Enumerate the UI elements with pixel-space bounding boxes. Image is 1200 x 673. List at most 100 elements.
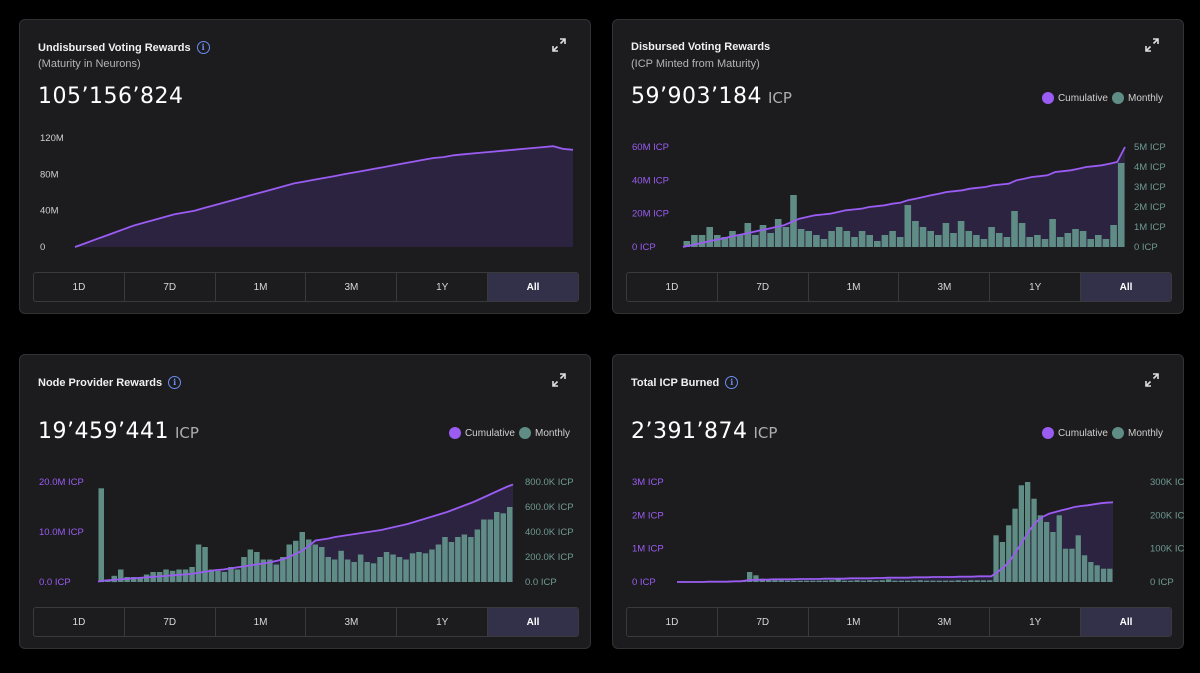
card-value: 2’391’874 ICP: [631, 419, 777, 444]
bar-monthly: [919, 227, 927, 247]
bar-monthly: [791, 580, 797, 582]
bar-monthly: [892, 580, 898, 582]
y-left-tick-label: 2M ICP: [632, 510, 664, 521]
bar-monthly: [886, 579, 892, 582]
range-all[interactable]: All: [488, 608, 578, 636]
y-right-tick-label: 5M ICP: [1134, 142, 1166, 153]
bar-monthly: [130, 577, 137, 582]
bar-monthly: [319, 547, 325, 582]
bar-monthly: [137, 577, 143, 582]
expand-icon[interactable]: [1145, 373, 1159, 387]
legend-monthly[interactable]: Monthly: [1127, 427, 1163, 439]
bar-monthly: [338, 550, 344, 583]
y-left-tick-label: 3M ICP: [632, 477, 664, 488]
bar-monthly: [736, 235, 744, 247]
range-1m[interactable]: 1M: [809, 608, 900, 636]
card-title: Undisbursed Voting Rewards i: [38, 41, 210, 54]
bar-monthly: [241, 557, 247, 582]
chart: 0 ICP 20M ICP 40M ICP 60M ICP 0 ICP 1M ICP 2M …: [632, 142, 1166, 253]
bar-monthly: [782, 227, 790, 247]
y-right-tick-label: 3M ICP: [1134, 182, 1166, 193]
legend-cumulative[interactable]: Cumulative: [1057, 427, 1108, 439]
info-icon[interactable]: i: [168, 376, 182, 389]
range-3m[interactable]: 3M: [306, 273, 398, 301]
series-line-maturity: [74, 145, 574, 248]
bar-monthly: [1034, 235, 1041, 247]
bar-monthly: [905, 580, 911, 582]
y-left-tick-label: 0.0 ICP: [39, 577, 71, 588]
bar-monthly: [797, 580, 803, 582]
range-all[interactable]: All: [1081, 273, 1171, 301]
bar-monthly: [848, 580, 854, 582]
bar-monthly: [822, 580, 829, 582]
expand-icon[interactable]: [552, 373, 566, 387]
bar-monthly: [364, 562, 370, 582]
bar-monthly: [774, 219, 782, 247]
range-3m[interactable]: 3M: [899, 273, 991, 301]
bar-monthly: [955, 580, 961, 582]
expand-icon[interactable]: [552, 38, 566, 52]
range-1y[interactable]: 1Y: [990, 273, 1082, 301]
y-right-tick-label: 2M ICP: [1134, 202, 1166, 213]
bar-monthly: [487, 519, 494, 582]
bar-monthly: [767, 233, 774, 247]
y-tick-label: 0: [40, 242, 45, 253]
range-1m[interactable]: 1M: [216, 273, 307, 301]
legend-cumulative[interactable]: Cumulative: [464, 427, 515, 439]
bar-monthly: [816, 580, 822, 582]
bar-monthly: [429, 549, 435, 582]
info-icon[interactable]: i: [725, 376, 739, 389]
chart-legend: Cumulative Monthly: [1041, 427, 1163, 439]
legend-monthly[interactable]: Monthly: [534, 427, 570, 439]
range-1d[interactable]: 1D: [34, 608, 125, 636]
range-1m[interactable]: 1M: [809, 273, 900, 301]
chart-legend: Cumulative Monthly: [448, 427, 570, 439]
range-all[interactable]: All: [488, 273, 578, 301]
range-7d[interactable]: 7D: [125, 608, 216, 636]
bar-monthly: [176, 569, 182, 582]
title-text: Node Provider Rewards: [38, 376, 163, 389]
range-3m[interactable]: 3M: [306, 608, 398, 636]
bar-monthly: [797, 229, 805, 247]
bar-monthly: [772, 580, 778, 582]
card-undisbursed-voting-rewards: 0 40M 80M 120M Undisbursed Voting Rewards i …: [19, 19, 591, 314]
bar-monthly: [1031, 498, 1037, 582]
range-all[interactable]: All: [1081, 608, 1171, 636]
range-1y[interactable]: 1Y: [397, 608, 489, 636]
series-line-cumulative: [97, 483, 514, 583]
range-3m[interactable]: 3M: [899, 608, 991, 636]
bar-monthly: [1018, 485, 1024, 582]
range-7d[interactable]: 7D: [718, 608, 809, 636]
bar-monthly: [729, 231, 736, 247]
range-7d[interactable]: 7D: [718, 273, 809, 301]
range-1d[interactable]: 1D: [627, 608, 718, 636]
bar-monthly: [980, 239, 988, 247]
expand-icon[interactable]: [1145, 38, 1159, 52]
card-subtitle: (Maturity in Neurons): [38, 58, 141, 70]
bar-monthly: [867, 580, 873, 582]
bar-monthly: [930, 580, 936, 582]
legend-cumulative[interactable]: Cumulative: [1057, 92, 1108, 104]
range-1y[interactable]: 1Y: [397, 273, 489, 301]
bar-monthly: [260, 559, 267, 582]
bar-monthly: [961, 580, 968, 582]
y-left-tick-label: 0 ICP: [632, 577, 656, 588]
info-icon[interactable]: i: [196, 41, 210, 54]
bar-monthly: [917, 580, 923, 582]
legend-swatch-cumulative: [1041, 92, 1054, 104]
y-left-tick-label: 40M ICP: [632, 175, 669, 186]
legend-monthly[interactable]: Monthly: [1127, 92, 1163, 104]
range-1y[interactable]: 1Y: [990, 608, 1082, 636]
bar-monthly: [1011, 211, 1018, 247]
range-1m[interactable]: 1M: [216, 608, 307, 636]
bar-monthly: [1081, 555, 1088, 582]
chart: 0 40M 80M 120M: [40, 133, 574, 253]
range-1d[interactable]: 1D: [627, 273, 718, 301]
bar-monthly: [325, 557, 331, 582]
bar-monthly: [810, 580, 816, 582]
range-1d[interactable]: 1D: [34, 273, 125, 301]
time-range-selector: 1D 7D 1M 3M 1Y All: [33, 272, 579, 302]
card-title: Disbursed Voting Rewards: [631, 41, 770, 53]
range-7d[interactable]: 7D: [125, 273, 216, 301]
bar-monthly: [759, 225, 767, 247]
